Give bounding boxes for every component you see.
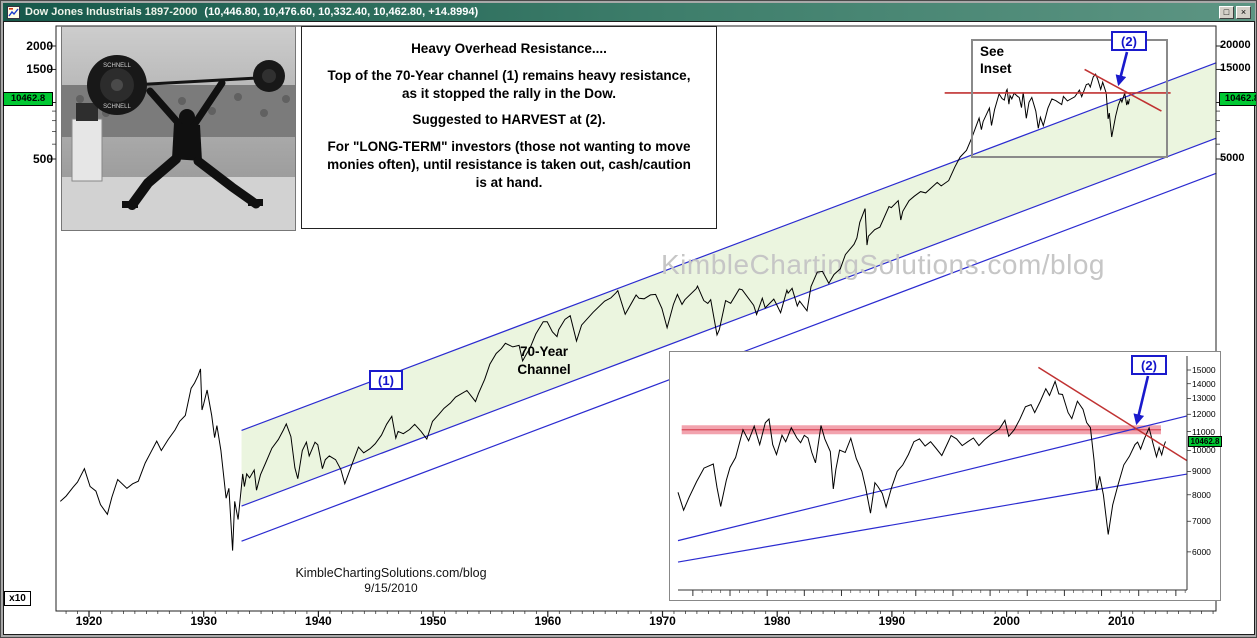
close-button[interactable]: × bbox=[1236, 5, 1251, 19]
x-axis-year-label: 1950 bbox=[419, 614, 447, 628]
left-axis-label: 500 bbox=[32, 152, 53, 166]
inset-axis-label: 6000 bbox=[1192, 546, 1211, 557]
footer: KimbleChartingSolutions.com/blog 9/15/20… bbox=[263, 566, 519, 595]
last-price-badge-inset: 10462.8 bbox=[1188, 436, 1222, 447]
svg-text:SCHNELL: SCHNELL bbox=[103, 104, 131, 110]
footer-site: KimbleChartingSolutions.com/blog bbox=[295, 566, 487, 580]
dow-price-line bbox=[59, 73, 1130, 551]
last-price-badge-right: 10462.8 bbox=[1219, 92, 1256, 106]
see-inset-rectangle bbox=[971, 39, 1168, 158]
x-axis-year-label: 1920 bbox=[75, 614, 103, 628]
inset-chart: (2) 10462.8 15000 14000 13000 12000 11000 100… bbox=[669, 351, 1222, 601]
inset-axis-label: 9000 bbox=[1192, 466, 1211, 477]
x-axis-year-label: 1970 bbox=[649, 614, 676, 628]
inset-price-line bbox=[677, 379, 1166, 535]
x-axis-year-label: 1960 bbox=[534, 614, 562, 628]
title-bar[interactable]: Dow Jones Industrials 1897-2000 (10,446.… bbox=[3, 3, 1255, 21]
callout-1: (1) bbox=[369, 370, 403, 390]
left-axis-label: 1500 bbox=[26, 62, 53, 77]
callout-2-inset: (2) bbox=[1131, 355, 1167, 375]
window-title: Dow Jones Industrials 1897-2000 bbox=[25, 6, 198, 18]
right-axis-label: 20000 bbox=[1220, 38, 1251, 51]
annotation-paragraph: Heavy Overhead Resistance.... bbox=[411, 41, 607, 56]
channel-fill bbox=[241, 62, 1217, 507]
inset-chart-canvas bbox=[677, 356, 1191, 596]
harvest-arrow-inset bbox=[1133, 375, 1150, 426]
annotation-box: Heavy Overhead Resistance.... Top of the … bbox=[301, 26, 717, 229]
see-inset-line2: Inset bbox=[980, 60, 1012, 76]
x-axis-year-label: 2000 bbox=[993, 614, 1020, 628]
left-axis-label: 2000 bbox=[26, 38, 53, 53]
annotation-paragraph: Top of the 70-Year channel (1) remains h… bbox=[327, 67, 691, 101]
see-inset-label: See Inset bbox=[980, 44, 1012, 78]
last-price-badge-left: 10462.8 bbox=[3, 92, 53, 106]
channel-label-line2: Channel bbox=[517, 361, 571, 377]
axis-multiplier-label: x10 bbox=[4, 591, 31, 606]
inset-falling-trendline bbox=[1037, 366, 1188, 462]
channel-upper-line bbox=[241, 62, 1217, 432]
restore-button[interactable]: □ bbox=[1219, 5, 1234, 19]
footer-date: 9/15/2010 bbox=[364, 581, 418, 595]
x-axis-year-label: 1980 bbox=[763, 614, 791, 628]
x-axis-year-label: 2010 bbox=[1107, 614, 1135, 628]
see-inset-line1: See bbox=[980, 44, 1005, 59]
inset-axis-label: 15000 bbox=[1192, 365, 1216, 375]
inset-upper-channel-line bbox=[677, 415, 1188, 542]
right-axis-label: 5000 bbox=[1220, 152, 1245, 164]
falling-trendline bbox=[1084, 68, 1162, 112]
inset-axis-label: 13000 bbox=[1192, 393, 1216, 404]
inset-axis-label: 10000 bbox=[1192, 445, 1216, 456]
inset-axis-label: 8000 bbox=[1192, 489, 1211, 500]
annotation-paragraph: For "LONG-TERM" investors (those not wan… bbox=[327, 139, 691, 190]
x-axis-year-label: 1990 bbox=[878, 614, 906, 628]
x-axis-year-label: 1930 bbox=[190, 614, 218, 628]
inset-axis-label: 11000 bbox=[1192, 426, 1216, 437]
weightlifter-photo: SCHNELL SCHNELL bbox=[61, 26, 296, 231]
inset-axis-label: 14000 bbox=[1192, 378, 1216, 389]
callout-2-main: (2) bbox=[1111, 31, 1147, 51]
annotation-paragraph: Suggested to HARVEST at (2). bbox=[412, 112, 606, 128]
window-quote-ohlc: (10,446.80, 10,476.60, 10,332.40, 10,462… bbox=[204, 6, 479, 18]
right-axis-label: 15000 bbox=[1220, 62, 1251, 75]
x-axis-year-label: 1940 bbox=[305, 614, 332, 628]
inset-axis-label: 7000 bbox=[1192, 516, 1211, 527]
channel-label: 70-Year Channel bbox=[502, 343, 586, 378]
svg-text:SCHNELL: SCHNELL bbox=[103, 63, 131, 69]
chart-icon[interactable] bbox=[7, 5, 20, 19]
inset-axis-label: 12000 bbox=[1192, 409, 1216, 420]
watermark: KimbleChartingSolutions.com/blog bbox=[661, 249, 1105, 280]
channel-label-line1: 70-Year bbox=[519, 344, 569, 359]
channel-middle-line bbox=[241, 137, 1217, 507]
